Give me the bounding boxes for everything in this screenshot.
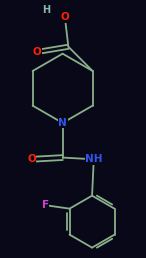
Text: O: O	[33, 47, 42, 57]
Text: N: N	[58, 118, 67, 128]
Text: H: H	[42, 5, 50, 15]
Text: F: F	[42, 200, 49, 210]
Text: NH: NH	[85, 154, 102, 164]
Text: O: O	[27, 154, 36, 164]
Text: O: O	[61, 12, 69, 22]
